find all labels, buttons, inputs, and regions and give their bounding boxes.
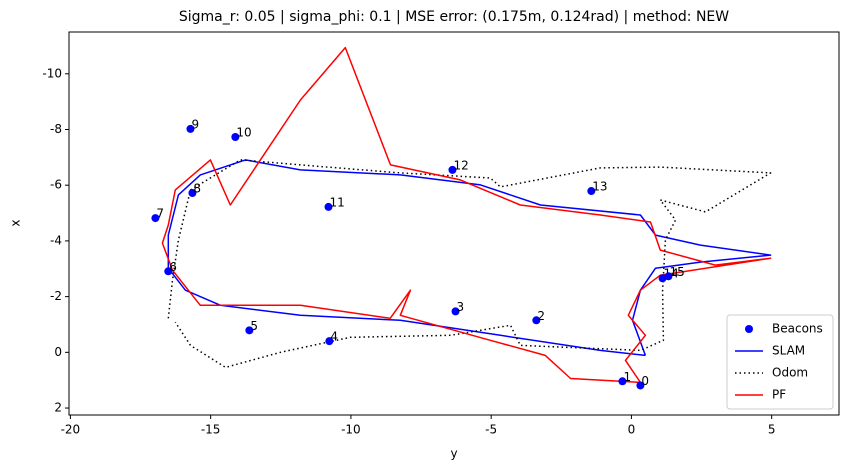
legend-label: Odom [772, 366, 808, 380]
beacon-point [164, 267, 173, 276]
x-axis-label: y [450, 447, 457, 461]
legend-label: SLAM [772, 344, 805, 358]
plot-area: 0123456789101112131415 [151, 46, 772, 390]
legend-label: PF [772, 388, 786, 402]
trajectory-line [167, 159, 772, 357]
plot-frame [68, 31, 840, 416]
x-tick-label: -10 [341, 423, 361, 437]
beacon-point [325, 337, 334, 346]
beacon-label: 9 [191, 117, 199, 131]
beacon-label: 12 [453, 158, 468, 172]
x-tick-label: -5 [485, 423, 497, 437]
y-tick-label: -6 [50, 178, 62, 192]
legend-marker [745, 325, 753, 333]
legend-box [726, 314, 834, 410]
beacon-label: 15 [669, 265, 684, 279]
y-tick-label: -2 [50, 289, 62, 303]
beacon-label: 4 [330, 330, 338, 344]
beacon-label: 13 [592, 180, 607, 194]
beacon-label: 3 [457, 300, 465, 314]
beacon-point [448, 165, 457, 174]
beacon-point [151, 214, 160, 223]
y-tick-label: -4 [50, 233, 62, 247]
trajectory-line [167, 159, 772, 369]
beacon-point [618, 377, 627, 386]
x-tick-label: 5 [768, 423, 776, 437]
beacon-label: 6 [169, 260, 177, 274]
beacon-point [636, 381, 645, 390]
beacon-label: 7 [156, 207, 164, 221]
beacon-label: 1 [623, 370, 631, 384]
beacon-label: 11 [329, 195, 344, 209]
beacon-label: 2 [537, 309, 545, 323]
beacon-point [587, 187, 596, 196]
beacon-point [245, 326, 254, 335]
legend-label: Beacons [772, 322, 823, 336]
beacon-label: 0 [641, 374, 649, 388]
beacon-point [231, 133, 240, 142]
y-tick-label: 0 [54, 345, 62, 359]
beacon-label: 5 [250, 319, 258, 333]
beacon-label: 10 [236, 126, 251, 140]
beacon-point [188, 188, 197, 197]
beacon-point [664, 272, 673, 281]
beacon-point [186, 124, 195, 133]
y-tick-label: -8 [50, 122, 62, 136]
beacon-point [532, 316, 541, 325]
x-tick-label: -20 [61, 423, 81, 437]
y-tick-label: -10 [42, 66, 62, 80]
beacon-point [324, 202, 333, 211]
x-tick-label: 0 [628, 423, 636, 437]
y-axis-label: x [9, 219, 23, 226]
chart-title: Sigma_r: 0.05 | sigma_phi: 0.1 | MSE err… [179, 9, 729, 25]
beacon-point [451, 307, 460, 316]
x-tick-label: -15 [201, 423, 221, 437]
beacon-label: 8 [193, 181, 201, 195]
y-tick-label: 2 [54, 401, 62, 415]
